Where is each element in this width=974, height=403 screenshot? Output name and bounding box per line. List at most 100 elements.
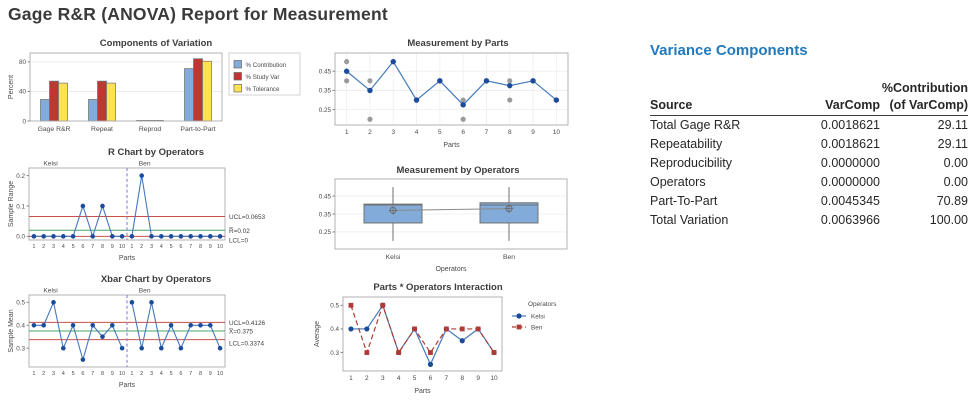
contribution-cell: 29.11 <box>937 118 968 132</box>
varcomp-cell: 0.0045345 <box>820 194 880 208</box>
series-kelsi <box>33 204 123 239</box>
svg-text:% Tolerance: % Tolerance <box>246 86 280 93</box>
svg-text:0.2: 0.2 <box>16 173 25 180</box>
header-varcomp: VarComp <box>800 96 880 116</box>
chart-title-r-chart: R Chart by Operators <box>107 147 205 158</box>
svg-text:3: 3 <box>52 244 55 250</box>
svg-text:0: 0 <box>22 118 26 125</box>
svg-text:2: 2 <box>368 129 372 136</box>
varcomp-cell: 0.0018621 <box>820 118 880 132</box>
svg-text:9: 9 <box>476 375 480 382</box>
svg-text:5: 5 <box>413 375 417 382</box>
svg-text:Repeat: Repeat <box>91 126 113 133</box>
svg-text:LCL=0: LCL=0 <box>229 237 248 244</box>
svg-text:Kelsi: Kelsi <box>531 313 545 320</box>
chart-parts-operators-interaction: Parts * Operators Interaction 0.3 0.4 0.5 1… <box>312 281 604 398</box>
svg-text:7: 7 <box>445 375 449 382</box>
svg-text:X̅=0.375: X̅=0.375 <box>229 328 253 336</box>
svg-text:5: 5 <box>72 371 75 377</box>
svg-text:0.5: 0.5 <box>330 303 339 310</box>
svg-text:6: 6 <box>179 244 182 250</box>
svg-text:Parts: Parts <box>119 382 136 389</box>
svg-text:10: 10 <box>553 129 561 136</box>
svg-text:LCL=0.3374: LCL=0.3374 <box>229 341 264 348</box>
svg-text:5: 5 <box>170 244 173 250</box>
svg-text:4: 4 <box>160 244 163 250</box>
svg-text:6: 6 <box>461 129 465 136</box>
svg-text:Kelsi: Kelsi <box>43 288 58 295</box>
svg-text:9: 9 <box>111 244 114 250</box>
svg-text:1: 1 <box>130 371 133 377</box>
svg-text:8: 8 <box>101 371 104 377</box>
svg-text:Sample Mean: Sample Mean <box>8 309 15 352</box>
svg-text:4: 4 <box>160 371 163 377</box>
contribution-cell: 100.00 <box>929 213 968 227</box>
svg-text:10: 10 <box>119 244 125 250</box>
svg-text:Part-to-Part: Part-to-Part <box>180 126 215 133</box>
source-cell: Operators <box>650 175 706 189</box>
svg-text:3: 3 <box>52 371 55 377</box>
svg-text:0.4: 0.4 <box>16 323 25 330</box>
svg-text:5: 5 <box>438 129 442 136</box>
chart-measurement-by-parts: Measurement by Parts 0.25 0.35 0.45 1 2 3 4 5 6 7… <box>312 37 604 158</box>
middle-chart-column: Measurement by Parts 0.25 0.35 0.45 1 2 3 4 5 6 7… <box>312 37 604 398</box>
svg-text:Gage R&R: Gage R&R <box>38 126 71 133</box>
svg-text:1: 1 <box>345 129 349 136</box>
series-ben <box>131 175 221 237</box>
svg-text:Operators: Operators <box>435 266 467 273</box>
svg-text:6: 6 <box>81 371 84 377</box>
components-of-variation-plot: Gage R&R Repeat Reprod Part-to-Part 0 40 80 Per… <box>8 52 301 133</box>
table-header-row-2: Source VarComp (of VarComp) <box>650 96 968 116</box>
table-header-row-1: %Contribution <box>650 79 968 96</box>
variance-components-table: %Contribution Source VarComp (of VarComp… <box>650 79 968 230</box>
series-ben <box>350 303 495 355</box>
chart-measurement-by-operators: Measurement by Operators 0.25 0.35 0.45 Kel… <box>312 164 604 275</box>
svg-text:4: 4 <box>397 375 401 382</box>
svg-text:9: 9 <box>209 244 212 250</box>
svg-text:% Contribution: % Contribution <box>246 62 287 69</box>
svg-text:4: 4 <box>62 244 65 250</box>
svg-text:0.4: 0.4 <box>330 326 339 333</box>
svg-text:10: 10 <box>217 244 223 250</box>
svg-text:10: 10 <box>217 371 223 377</box>
header-spacer-2 <box>800 79 880 96</box>
svg-text:2: 2 <box>140 371 143 377</box>
svg-text:40: 40 <box>19 89 27 96</box>
svg-text:5: 5 <box>170 371 173 377</box>
svg-text:0.35: 0.35 <box>319 211 332 218</box>
svg-text:6: 6 <box>429 375 433 382</box>
svg-text:2: 2 <box>365 375 369 382</box>
varcomp-cell: 0.0063966 <box>820 213 880 227</box>
contribution-cell: 70.89 <box>936 194 968 208</box>
svg-text:2: 2 <box>140 244 143 250</box>
chart-title-xbar-chart: Xbar Chart by Operators <box>100 274 212 285</box>
source-cell: Reproducibility <box>650 156 732 170</box>
table-row-operators: Operators 0.0000000 0.00 <box>650 173 968 192</box>
svg-text:1: 1 <box>32 371 35 377</box>
varcomp-cell: 0.0000000 <box>820 156 880 170</box>
svg-text:4: 4 <box>415 129 419 136</box>
varcomp-cell: 0.0018621 <box>820 137 880 151</box>
source-cell: Repeatability <box>650 137 723 151</box>
svg-text:Ben: Ben <box>531 324 543 331</box>
svg-text:9: 9 <box>209 371 212 377</box>
svg-text:% Study Var: % Study Var <box>246 74 280 81</box>
plot-border <box>342 296 503 372</box>
svg-text:0.1: 0.1 <box>16 203 25 210</box>
svg-text:7: 7 <box>91 371 94 377</box>
contribution-cell: 0.00 <box>943 156 968 170</box>
interaction-plot: 0.3 0.4 0.5 1 2 3 4 5 6 7 8 9 10 Parts Average Operator… <box>314 296 556 395</box>
contribution-cell: 29.11 <box>937 137 968 151</box>
plot-border <box>29 52 223 122</box>
svg-text:3: 3 <box>150 244 153 250</box>
contribution-cell: 0.00 <box>943 175 968 189</box>
series-kelsi <box>350 303 495 366</box>
svg-text:0.0: 0.0 <box>16 234 25 241</box>
svg-text:Reprod: Reprod <box>139 126 162 133</box>
chart-title-measurement-by-parts: Measurement by Parts <box>407 38 509 49</box>
svg-text:8: 8 <box>460 375 464 382</box>
table-row-part-to-part: Part-To-Part 0.0045345 70.89 <box>650 192 968 211</box>
svg-text:Kelsi: Kelsi <box>43 161 58 168</box>
svg-text:0.3: 0.3 <box>16 345 25 352</box>
